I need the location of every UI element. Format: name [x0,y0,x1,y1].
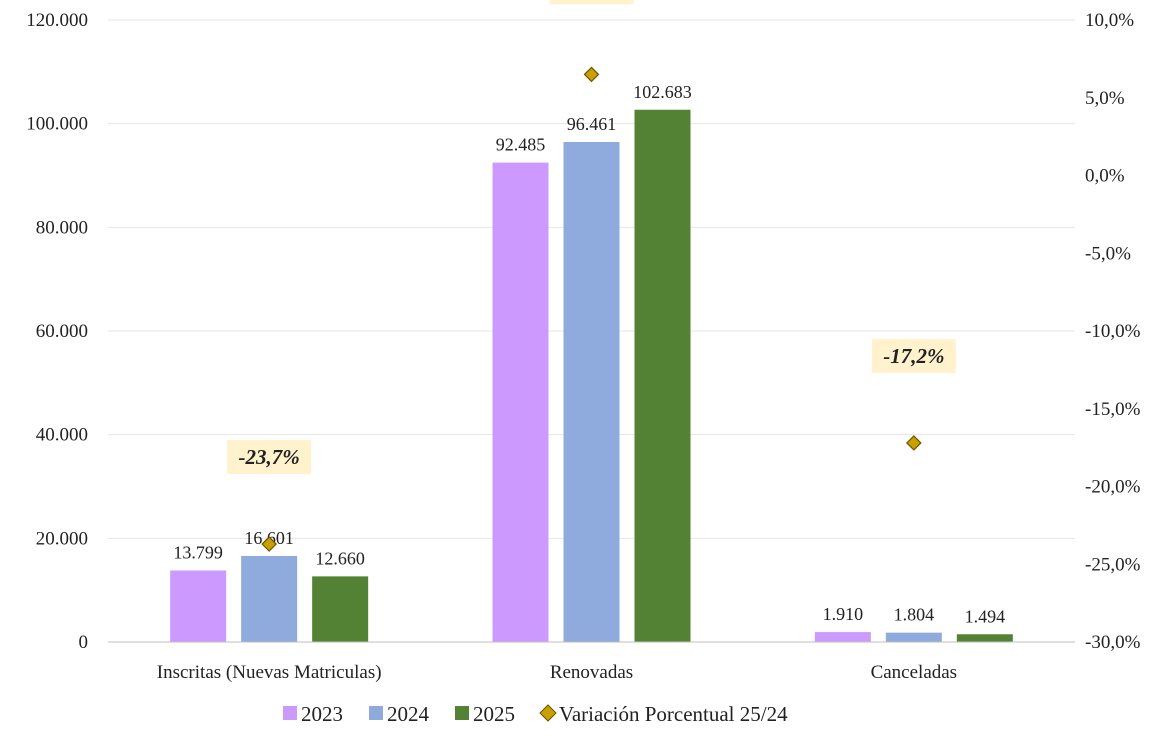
y-tick-label-right: -25,0% [1085,554,1141,575]
y-tick-label-right: 0,0% [1085,166,1125,187]
y-tick-label-right: -20,0% [1085,477,1141,498]
bar-2024 [241,555,298,642]
y-tick-label-left: 100.000 [26,114,88,135]
bar-2025 [956,634,1013,642]
variation-label-bg [549,0,634,5]
y-tick-label-right: -5,0% [1085,243,1131,264]
y-tick-label-left: 80.000 [36,217,88,238]
bar-2024 [885,632,942,642]
bar-labels-group: 13.79916.60112.66092.48596.461102.6831.9… [173,82,1005,626]
bar-2024 [563,142,620,642]
y-tick-label-right: -15,0% [1085,399,1141,420]
legend-label: 2023 [301,702,343,726]
y-tick-label-left: 20.000 [36,528,88,549]
x-category-label: Renovadas [550,662,633,683]
bar-data-label: 1.494 [965,606,1006,626]
legend-swatch-variation [539,704,557,722]
bar-data-label: 102.683 [633,82,692,102]
y-axis-right: -30,0% -25,0% -20,0% -15,0% -10,0% -5,0% 0,0% 5… [1085,10,1141,653]
bar-data-label: 1.804 [894,605,935,625]
legend-swatch-2023 [283,706,297,720]
bar-data-label: 1.910 [823,604,864,624]
variation-marker [261,536,278,552]
legend-swatch-2025 [455,706,469,720]
x-category-label: Canceladas [871,662,958,683]
legend-label: 2024 [387,702,430,726]
y-tick-label-left: 120.000 [26,10,88,31]
y-tick-label-right: -30,0% [1085,632,1141,653]
variation-label: -17,2% [883,344,944,368]
variation-markers-group: -23,7%6,5%-17,2% [227,0,956,552]
bar-2025 [634,109,691,643]
legend-label: 2025 [473,702,515,726]
y-axis-left: 0 20.000 40.000 60.000 80.000 100.000 120.000 [26,10,88,653]
bar-data-label: 13.799 [173,542,223,562]
bar-data-label: 92.485 [496,135,546,155]
y-tick-label-left: 60.000 [36,321,88,342]
bar-data-label: 12.660 [315,548,365,568]
variation-label-bg [871,338,956,373]
y-tick-label-right: -10,0% [1085,321,1141,342]
legend-swatch-2024 [369,706,383,720]
y-tick-label-left: 0 [79,632,89,653]
variation-label: -23,7% [239,445,300,469]
y-tick-label-left: 40.000 [36,425,88,446]
variation-label-bg [227,440,312,475]
bars-group [170,109,1013,643]
variation-marker [583,66,600,83]
bar-2023 [492,162,549,642]
bar-2023 [170,570,227,642]
variation-marker [905,435,922,451]
x-axis: Inscritas (Nuevas Matriculas) Renovadas Ca… [108,641,1075,683]
bar-2023 [814,632,871,642]
bar-data-label: 96.461 [567,114,617,134]
y-tick-label-right: 5,0% [1085,88,1125,109]
bar-2025 [312,576,369,642]
y-tick-label-right: 10,0% [1085,10,1134,31]
legend: 2023 2024 2025 Variación Porcentual 25/24 [283,702,788,726]
legend-label: Variación Porcentual 25/24 [559,702,788,726]
x-category-label: Inscritas (Nuevas Matriculas) [157,662,382,683]
